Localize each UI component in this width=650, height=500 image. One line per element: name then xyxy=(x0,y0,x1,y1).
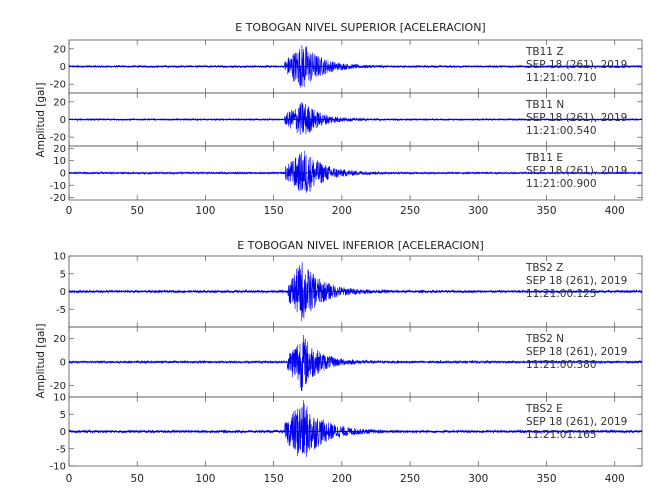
x-tick-label: 200 xyxy=(332,473,352,485)
y-tick-label: -20 xyxy=(50,133,66,144)
chart-1: E TOBOGAN NIVEL SUPERIOR [ACELERACION] Am… xyxy=(35,21,643,217)
station-label: TB11 E xyxy=(525,152,563,164)
y-tick-label: -20 xyxy=(50,381,66,392)
x-tick-label: 50 xyxy=(131,473,144,485)
x-tick-label: 300 xyxy=(468,473,488,485)
x-tick-label: 400 xyxy=(605,205,625,217)
station-label: TBS2 Z xyxy=(525,262,563,274)
record-date: SEP 18 (261), 2019 xyxy=(526,346,627,358)
x-tick-label: 50 xyxy=(131,205,144,217)
y-tick-label: -10 xyxy=(50,181,66,192)
station-label: TB11 Z xyxy=(525,46,564,58)
record-time: 11:21:00.125 xyxy=(526,288,597,300)
y-tick-label: 5 xyxy=(60,410,66,421)
chart-title: E TOBOGAN NIVEL INFERIOR [ACELERACION] xyxy=(237,239,484,252)
y-tick-label: 0 xyxy=(60,427,66,438)
y-tick-label: -20 xyxy=(50,193,66,204)
record-time: 11:21:00.900 xyxy=(526,178,597,190)
x-tick-label: 350 xyxy=(536,205,556,217)
y-tick-label: 0 xyxy=(60,358,66,369)
x-tick-label: 100 xyxy=(195,205,215,217)
x-tick-label: 0 xyxy=(66,205,73,217)
x-tick-label: 250 xyxy=(400,205,420,217)
y-tick-label: 10 xyxy=(53,393,66,404)
y-tick-label: -5 xyxy=(56,305,66,316)
y-tick-label: 20 xyxy=(53,97,66,108)
y-axis-label: Amplitud [gal] xyxy=(35,83,47,158)
station-label: TBS2 N xyxy=(525,333,564,345)
record-date: SEP 18 (261), 2019 xyxy=(526,416,627,428)
station-label: TB11 N xyxy=(525,99,564,111)
y-tick-label: 5 xyxy=(60,269,66,280)
record-time: 11:21:00.380 xyxy=(526,359,597,371)
x-tick-label: 150 xyxy=(264,205,284,217)
x-tick-label: 150 xyxy=(264,473,284,485)
x-tick-label: 200 xyxy=(332,205,352,217)
record-time: 11:21:00.540 xyxy=(526,125,597,137)
y-axis-label: Amplitud [gal] xyxy=(35,324,47,399)
y-tick-label: 0 xyxy=(60,169,66,180)
x-tick-label: 400 xyxy=(605,473,625,485)
record-date: SEP 18 (261), 2019 xyxy=(526,165,627,177)
x-tick-label: 0 xyxy=(66,473,73,485)
y-tick-label: -10 xyxy=(50,462,66,473)
record-date: SEP 18 (261), 2019 xyxy=(526,112,627,124)
y-tick-label: 10 xyxy=(53,156,66,167)
y-tick-label: 10 xyxy=(53,252,66,263)
x-tick-label: 100 xyxy=(195,473,215,485)
record-time: 11:21:00.710 xyxy=(526,72,597,84)
x-tick-label: 300 xyxy=(468,205,488,217)
y-tick-label: 0 xyxy=(60,115,66,126)
record-time: 11:21:01.165 xyxy=(526,429,597,441)
chart-2: E TOBOGAN NIVEL INFERIOR [ACELERACION] Am… xyxy=(35,239,643,485)
y-tick-label: 0 xyxy=(60,62,66,73)
record-date: SEP 18 (261), 2019 xyxy=(526,59,627,71)
y-tick-label: 20 xyxy=(53,334,66,345)
y-tick-label: -5 xyxy=(56,444,66,455)
station-label: TBS2 E xyxy=(525,403,563,415)
chart-title: E TOBOGAN NIVEL SUPERIOR [ACELERACION] xyxy=(235,21,485,34)
y-tick-label: 20 xyxy=(53,44,66,55)
y-tick-label: 20 xyxy=(53,144,66,155)
x-tick-label: 350 xyxy=(536,473,556,485)
record-date: SEP 18 (261), 2019 xyxy=(526,275,627,287)
y-tick-label: 0 xyxy=(60,287,66,298)
x-tick-label: 250 xyxy=(400,473,420,485)
y-tick-label: -20 xyxy=(50,80,66,91)
